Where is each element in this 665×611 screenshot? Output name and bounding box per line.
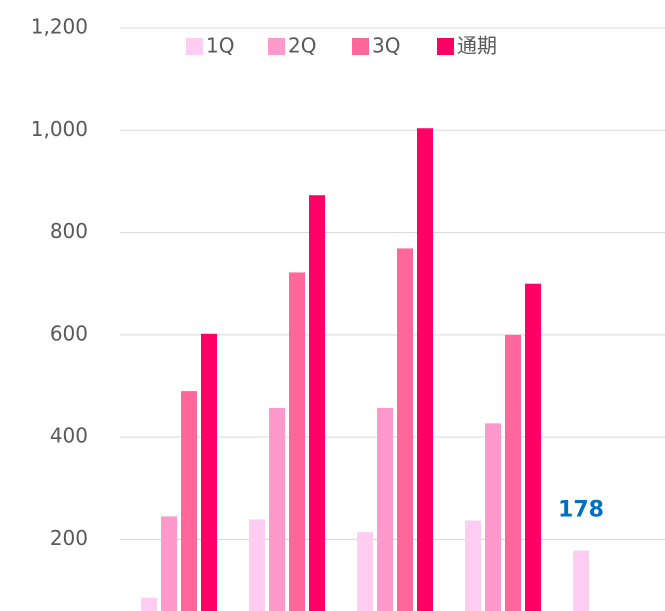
bar (289, 272, 305, 611)
legend-label: 2Q (288, 34, 316, 58)
legend-swatch (186, 38, 203, 55)
bar (397, 248, 413, 611)
bar (357, 532, 373, 611)
bar (161, 516, 177, 611)
data-label: 178 (558, 498, 604, 523)
legend-swatch (268, 38, 285, 55)
bar (505, 334, 521, 611)
bar (465, 520, 481, 611)
legend-label: 1Q (206, 34, 234, 58)
legend-swatch (352, 38, 369, 55)
y-tick-label: 200 (50, 526, 88, 550)
bar (377, 407, 393, 611)
legend-label: 通期 (457, 34, 497, 58)
legend-swatch (437, 38, 454, 55)
bar (141, 597, 157, 611)
bar (525, 283, 541, 611)
y-tick-label: 400 (50, 424, 88, 448)
bar (485, 423, 501, 611)
bar (249, 519, 265, 611)
y-tick-label: 1,000 (31, 117, 88, 141)
bar (417, 128, 433, 611)
legend-label: 3Q (372, 34, 400, 58)
bar (309, 195, 325, 611)
y-tick-label: 800 (50, 219, 88, 243)
bar (573, 550, 589, 611)
bar (201, 333, 217, 611)
y-tick-label: 600 (50, 321, 88, 345)
bar (269, 407, 285, 611)
bar (181, 391, 197, 611)
y-tick-label: 1,200 (31, 15, 88, 39)
